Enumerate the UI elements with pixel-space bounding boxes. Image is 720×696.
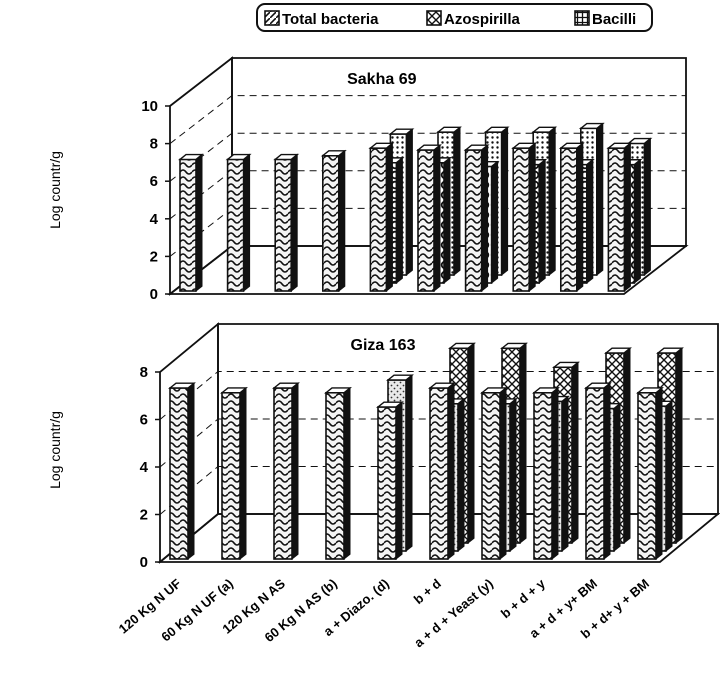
- legend: Total bacteria Azospirilla Bacilli: [256, 3, 653, 32]
- y-axis-label-bottom: Log countr/g: [47, 411, 63, 489]
- y-axis-label-top: Log countr/g: [47, 151, 63, 229]
- legend-box: [256, 3, 653, 32]
- bar-total-bacteria-1: [225, 153, 252, 293]
- bar-total-bacteria-0: [168, 382, 196, 561]
- y-tick-label: 8: [140, 364, 148, 381]
- bar-total-bacteria-4: [376, 401, 404, 561]
- y-tick-label: 6: [150, 173, 158, 190]
- bar-total-bacteria-1: [220, 386, 248, 561]
- gridline: [169, 95, 686, 144]
- y-tick-label: 4: [140, 459, 149, 476]
- legend-swatch-azospirilla: [426, 10, 442, 26]
- y-tick-label: 10: [141, 98, 158, 115]
- panel-sakha-69: 0 2 4 6 8 10 Sakha 69: [141, 56, 689, 303]
- panel-giza-163: 0 2 4 6 8 Giza 163: [140, 322, 720, 571]
- legend-label-azospirilla: Azospirilla: [444, 11, 521, 28]
- bar-total-bacteria-6: [480, 386, 508, 561]
- bar-total-bacteria-5: [428, 382, 456, 561]
- bar-total-bacteria-2: [272, 382, 300, 561]
- x-tick-label: b + d + y: [498, 575, 549, 621]
- y-tick-label: 0: [150, 286, 158, 303]
- y-tick-label: 2: [140, 507, 148, 524]
- bar-total-bacteria-5: [416, 144, 442, 293]
- x-tick-label: b + d: [411, 576, 444, 607]
- y-tick-label: 2: [150, 248, 158, 265]
- y-tick-label: 4: [150, 211, 159, 228]
- bar-total-bacteria-4: [368, 142, 395, 293]
- bar-total-bacteria-3: [320, 149, 347, 293]
- legend-label-total-bacteria: Total bacteria: [282, 11, 379, 28]
- floor: [167, 245, 689, 295]
- gridline: [169, 57, 686, 107]
- gridline: [159, 323, 718, 373]
- bar-total-bacteria-0: [178, 153, 204, 293]
- y-tick-label: 8: [150, 136, 158, 153]
- bar-total-bacteria-2: [273, 153, 300, 293]
- y-tick-label: 0: [140, 554, 148, 571]
- bar-total-bacteria-6: [463, 144, 490, 293]
- bar-total-bacteria-7: [532, 386, 560, 561]
- bar-total-bacteria-7: [511, 142, 538, 293]
- bar-total-bacteria-3: [324, 386, 352, 561]
- panel-title: Sakha 69: [347, 71, 416, 88]
- bar-total-bacteria-8: [584, 382, 612, 561]
- legend-swatch-bacilli: [574, 10, 590, 26]
- y-tick-label: 6: [140, 412, 148, 429]
- bar-total-bacteria-9: [606, 142, 633, 293]
- legend-label-bacilli: Bacilli: [592, 11, 636, 28]
- floor: [157, 513, 720, 563]
- bar-total-bacteria-8: [558, 142, 585, 293]
- bar-total-bacteria-9: [636, 386, 664, 561]
- panel-title: Giza 163: [351, 337, 416, 354]
- legend-swatch-total-bacteria: [264, 10, 280, 26]
